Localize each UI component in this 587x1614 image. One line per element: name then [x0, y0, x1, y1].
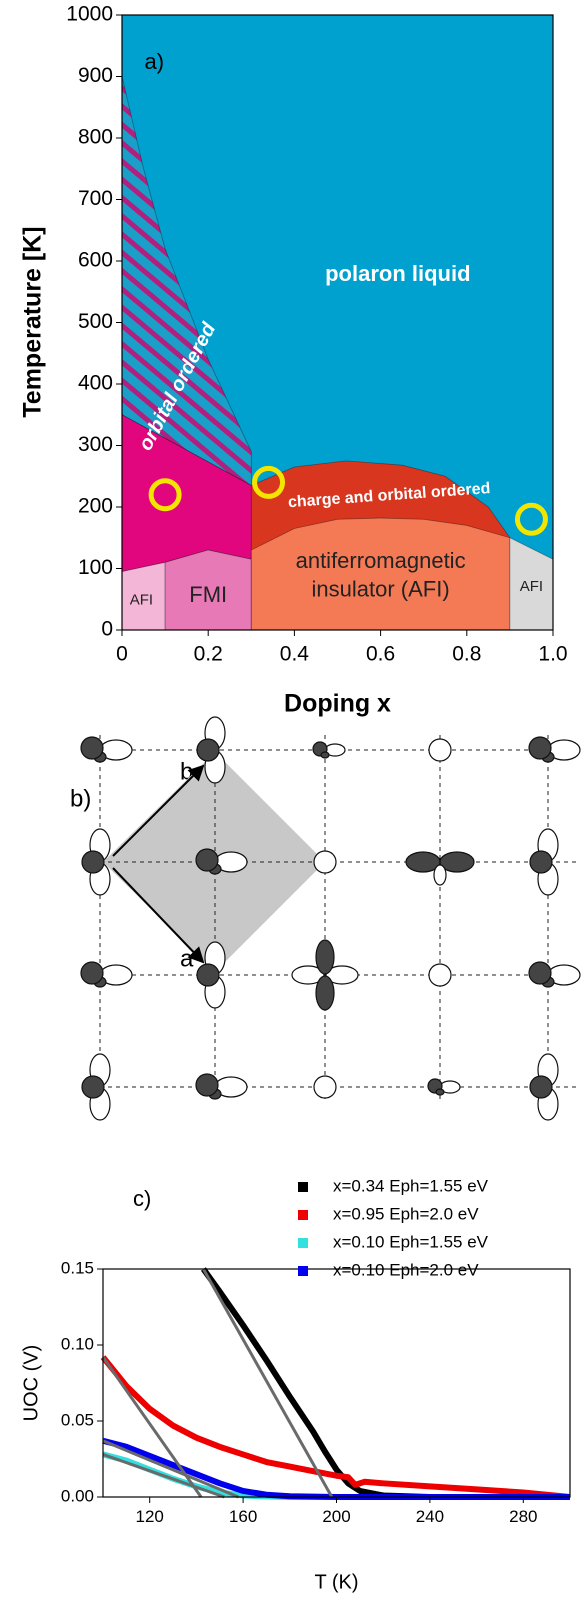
y-tick-label: 300 — [78, 433, 113, 456]
x-tick-label: 120 — [136, 1507, 164, 1526]
orbital-lobe — [313, 850, 337, 874]
highlight-marker — [252, 465, 286, 499]
orbital-lobe — [195, 848, 219, 872]
legend-label: x=0.95 Eph=2.0 eV — [333, 1204, 479, 1223]
y-tick-label: 0.00 — [61, 1486, 94, 1505]
x-tick-label: 240 — [416, 1507, 444, 1526]
legend-label: x=0.34 Eph=1.55 eV — [333, 1176, 489, 1195]
x-tick-label: 0.8 — [452, 643, 481, 666]
orbital-lobe — [435, 1088, 445, 1096]
x-tick-label: 0.2 — [194, 643, 223, 666]
region-label: FMI — [189, 582, 227, 607]
x-tick-label: 0.6 — [366, 643, 395, 666]
legend-swatch — [298, 1238, 308, 1248]
orbital-lobe — [81, 850, 105, 874]
orbital-lobe — [80, 736, 104, 760]
orbital-lobe — [428, 738, 452, 762]
y-tick-label: 0.05 — [61, 1410, 94, 1429]
y-tick-label: 100 — [78, 556, 113, 579]
region-label: polaron liquid — [325, 261, 470, 286]
y-tick-label: 700 — [78, 187, 113, 210]
y-tick-label: 500 — [78, 310, 113, 333]
orbital-lobe — [315, 975, 335, 1011]
orbital-lobe — [291, 965, 325, 985]
x-axis-label: Doping x — [284, 690, 391, 718]
legend-label: x=0.10 Eph=2.0 eV — [333, 1260, 479, 1279]
orbital-lobe — [196, 963, 220, 987]
region-label: AFI — [520, 578, 543, 595]
x-tick-label: 0 — [116, 643, 128, 666]
y-tick-label: 800 — [78, 126, 113, 149]
data-line — [200, 1267, 570, 1500]
panel-label: b) — [70, 785, 91, 812]
region-label: insulator (AFI) — [312, 576, 450, 601]
orbital-lobe — [439, 851, 475, 873]
x-tick-label: 200 — [322, 1507, 350, 1526]
x-axis-label: T (K) — [314, 1571, 358, 1593]
y-tick-label: 900 — [78, 64, 113, 87]
orbital-lobe — [320, 751, 330, 759]
y-tick-label: 0 — [101, 618, 113, 641]
legend-swatch — [298, 1266, 308, 1276]
orbital-lobe — [313, 1075, 337, 1099]
legend-label: x=0.10 Eph=1.55 eV — [333, 1232, 489, 1251]
y-tick-label: 400 — [78, 372, 113, 395]
orbital-lobe — [529, 1075, 553, 1099]
region-label: a) — [145, 49, 165, 74]
orbital-lobe — [195, 1073, 219, 1097]
orbital-lobe — [315, 939, 335, 975]
orbital-lobe — [81, 1075, 105, 1099]
orbital-lobe — [528, 736, 552, 760]
highlight-marker — [514, 502, 548, 536]
legend-swatch — [298, 1210, 308, 1220]
lattice-vector — [112, 867, 205, 964]
data-line — [100, 1355, 571, 1500]
region-label: AFI — [130, 591, 153, 608]
orbital-lobe — [433, 864, 447, 886]
region-label: antiferromagnetic — [296, 548, 466, 573]
x-tick-label: 160 — [229, 1507, 257, 1526]
orbital-lobe — [80, 961, 104, 985]
phase-region — [250, 517, 511, 631]
legend-swatch — [298, 1182, 308, 1192]
y-tick-label: 1000 — [66, 3, 113, 26]
fit-line — [102, 1453, 225, 1499]
panel-label: c) — [133, 1186, 151, 1211]
y-tick-label: 0.15 — [61, 1258, 94, 1277]
lattice-vector — [112, 764, 205, 857]
orbital-lobe — [428, 963, 452, 987]
y-tick-label: 0.10 — [61, 1334, 94, 1353]
y-tick-label: 600 — [78, 249, 113, 272]
y-axis-label: UOC (V) — [20, 1345, 42, 1422]
x-tick-label: 1.0 — [538, 643, 567, 666]
orbital-lobe — [325, 965, 359, 985]
y-tick-label: 200 — [78, 495, 113, 518]
orbital-lobe — [529, 850, 553, 874]
x-tick-label: 0.4 — [280, 643, 310, 666]
orbital-lobe — [196, 738, 220, 762]
orbital-lobe — [528, 961, 552, 985]
x-tick-label: 280 — [509, 1507, 537, 1526]
fit-line — [202, 1268, 334, 1498]
y-axis-label: Temperature [K] — [19, 226, 47, 417]
fit-line — [102, 1439, 240, 1499]
highlight-marker — [148, 478, 182, 512]
